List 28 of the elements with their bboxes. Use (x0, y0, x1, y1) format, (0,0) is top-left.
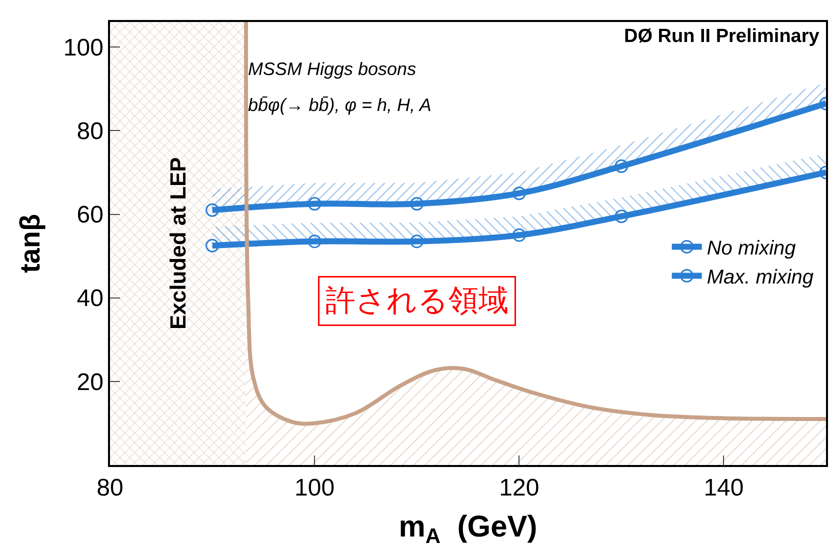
point (410, 234, 424, 248)
legend-label: Max. mixing (706, 266, 814, 289)
y-tick-label: 40 (76, 285, 104, 312)
y-axis-title: tanβ (14, 214, 46, 274)
y-tick-label: 80 (76, 118, 104, 146)
annotation: 許される領域 (326, 284, 508, 318)
point (512, 186, 526, 200)
x-tick-label: 140 (704, 474, 744, 502)
y-tick-label: 100 (63, 34, 104, 62)
point (206, 238, 220, 252)
annotation: bb̄φ(→ bb̄), φ = h, H, A (248, 95, 432, 115)
band-label: Excluded at LEP (166, 157, 191, 330)
y-tick-label: 60 (76, 202, 104, 229)
point (614, 210, 628, 224)
y-tick-label: 20 (76, 368, 104, 396)
x-tick-label: 100 (294, 474, 335, 502)
annotation: MSSM Higgs bosons (248, 59, 416, 79)
x-tick-label: 80 (96, 474, 124, 502)
point (410, 197, 424, 211)
point (512, 228, 526, 242)
annotation: DØ Run II Preliminary (624, 26, 820, 47)
point (308, 197, 322, 211)
point (308, 234, 322, 248)
x-tick-label: 120 (499, 474, 540, 502)
legend-label: No mixing (706, 238, 796, 260)
point (206, 203, 220, 217)
point (614, 159, 628, 173)
x-axis-title: m$_{A}$ (GeV) (398, 510, 538, 548)
